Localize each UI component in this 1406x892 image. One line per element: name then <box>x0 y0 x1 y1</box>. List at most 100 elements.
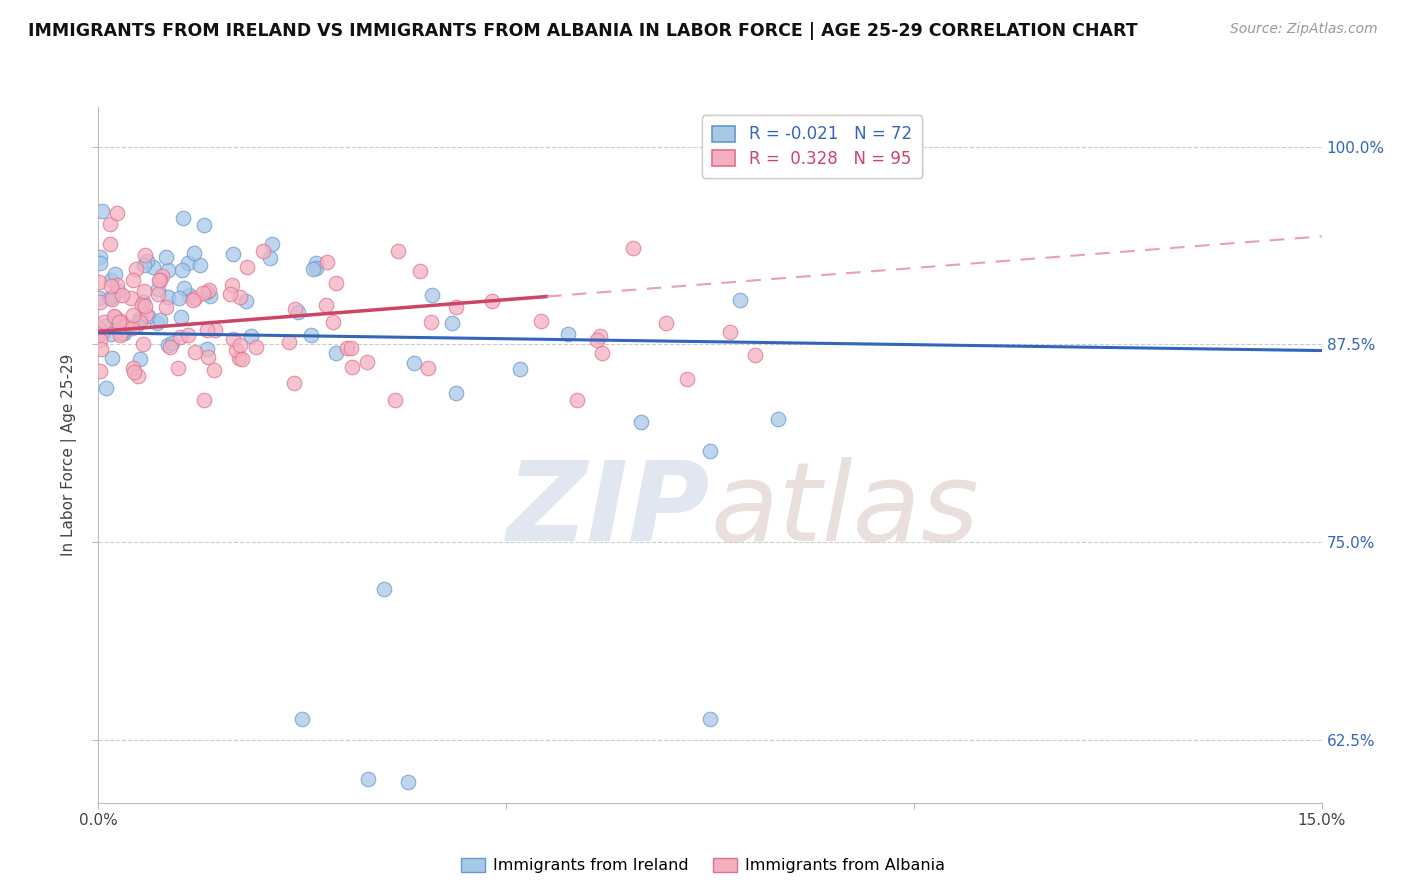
Point <box>87 291 110 305</box>
Point <box>146 316 169 330</box>
Point <box>128 351 150 366</box>
Point <box>93 315 115 329</box>
Point <box>728 293 751 307</box>
Point <box>131 295 153 310</box>
Point <box>170 310 193 324</box>
Point <box>89 294 111 309</box>
Point <box>586 333 609 347</box>
Point <box>299 327 322 342</box>
Point <box>322 314 344 328</box>
Point <box>204 323 226 337</box>
Point <box>100 273 122 287</box>
Point <box>169 330 191 344</box>
Point <box>283 376 305 390</box>
Point <box>134 299 156 313</box>
Point <box>110 316 132 330</box>
Point <box>100 291 122 305</box>
Point <box>125 318 148 333</box>
Point <box>89 256 111 270</box>
Point <box>444 385 467 400</box>
Point <box>567 392 589 407</box>
Point <box>409 264 432 278</box>
Point <box>108 328 131 343</box>
Point <box>87 321 110 335</box>
Point <box>177 288 200 302</box>
Point <box>111 288 134 302</box>
Point <box>718 325 741 339</box>
Point <box>446 300 468 314</box>
Point <box>621 241 644 255</box>
Point <box>325 346 347 360</box>
Point <box>591 345 613 359</box>
Point <box>183 246 205 260</box>
Point <box>157 338 180 352</box>
Point <box>252 244 274 258</box>
Point <box>316 255 339 269</box>
Point <box>557 326 579 341</box>
Point <box>259 251 281 265</box>
Point <box>325 276 347 290</box>
Point <box>305 261 328 276</box>
Legend: Immigrants from Ireland, Immigrants from Albania: Immigrants from Ireland, Immigrants from… <box>456 851 950 880</box>
Point <box>159 340 181 354</box>
Point <box>221 247 243 261</box>
Point <box>115 318 138 333</box>
Point <box>132 337 155 351</box>
Point <box>89 364 111 378</box>
Point <box>146 282 169 296</box>
Point <box>190 258 212 272</box>
Point <box>191 286 214 301</box>
Point <box>229 338 252 352</box>
Point <box>125 262 148 277</box>
Point <box>149 273 172 287</box>
Point <box>509 362 531 376</box>
Point <box>177 328 200 343</box>
Point <box>235 294 257 309</box>
Point <box>122 365 145 379</box>
Point <box>166 360 188 375</box>
Point <box>305 255 328 269</box>
Point <box>94 319 117 334</box>
Point <box>699 444 721 458</box>
Point <box>181 293 204 307</box>
Point <box>136 253 159 268</box>
Point <box>245 340 267 354</box>
Point <box>481 294 503 309</box>
Point <box>132 284 155 298</box>
Point <box>420 287 443 301</box>
Text: IMMIGRANTS FROM IRELAND VS IMMIGRANTS FROM ALBANIA IN LABOR FORCE | AGE 25-29 CO: IMMIGRANTS FROM IRELAND VS IMMIGRANTS FR… <box>28 22 1137 40</box>
Point <box>167 291 190 305</box>
Point <box>291 712 314 726</box>
Point <box>129 314 152 328</box>
Point <box>121 361 143 376</box>
Point <box>122 273 145 287</box>
Point <box>198 283 221 297</box>
Point <box>744 348 766 362</box>
Point <box>103 267 125 281</box>
Point <box>184 344 207 359</box>
Point <box>120 291 142 305</box>
Point <box>387 244 409 258</box>
Point <box>177 256 200 270</box>
Point <box>103 309 125 323</box>
Point <box>195 285 218 299</box>
Point <box>204 363 226 377</box>
Point <box>98 237 121 252</box>
Point <box>100 279 122 293</box>
Point <box>104 310 127 325</box>
Point <box>396 775 419 789</box>
Point <box>94 381 117 395</box>
Point <box>105 206 128 220</box>
Point <box>402 356 425 370</box>
Point <box>90 343 112 357</box>
Point <box>112 326 135 341</box>
Point <box>218 287 240 301</box>
Point <box>373 582 395 597</box>
Point <box>260 237 283 252</box>
Point <box>699 712 721 726</box>
Point <box>136 309 159 323</box>
Point <box>655 317 678 331</box>
Point <box>228 351 250 366</box>
Point <box>101 292 124 306</box>
Point <box>155 300 177 314</box>
